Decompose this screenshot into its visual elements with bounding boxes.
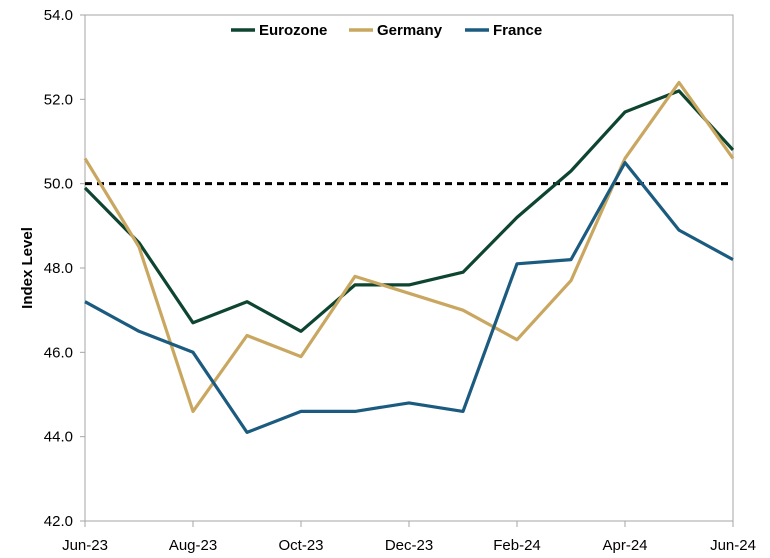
x-tick-label: Feb-24 [493, 537, 541, 554]
series-line-france [84, 161, 734, 434]
legend-label-eurozone: Eurozone [259, 22, 327, 39]
x-tick-label: Apr-24 [602, 537, 647, 554]
series-line-eurozone [83, 89, 735, 333]
legend-label-germany: Germany [377, 22, 443, 39]
y-tick-label: 50.0 [44, 176, 73, 193]
series-layer [83, 80, 735, 434]
x-tick-label: Jun-24 [710, 537, 756, 554]
y-tick-label: 54.0 [44, 7, 73, 24]
x-tick-label: Dec-23 [385, 537, 433, 554]
x-tick-label: Oct-23 [278, 537, 323, 554]
y-tick-label: 44.0 [44, 429, 73, 446]
y-axis-ticks: 42.0 44.0 46.0 48.0 50.0 52.0 54.0 [44, 7, 85, 530]
x-tick-label: Jun-23 [62, 537, 108, 554]
legend-label-france: France [493, 22, 542, 39]
x-tick-label: Aug-23 [169, 537, 217, 554]
y-tick-label: 52.0 [44, 91, 73, 108]
series-line-germany [83, 80, 735, 413]
legend: Eurozone Germany France [231, 22, 542, 39]
y-tick-label: 42.0 [44, 513, 73, 530]
y-axis-title: Index Level [19, 227, 36, 309]
x-axis-ticks: Jun-23 Aug-23 Oct-23 Dec-23 Feb-24 Apr-24 Jun-… [62, 521, 756, 554]
y-tick-label: 48.0 [44, 260, 73, 277]
y-tick-label: 46.0 [44, 344, 73, 361]
plot-area [84, 14, 734, 522]
